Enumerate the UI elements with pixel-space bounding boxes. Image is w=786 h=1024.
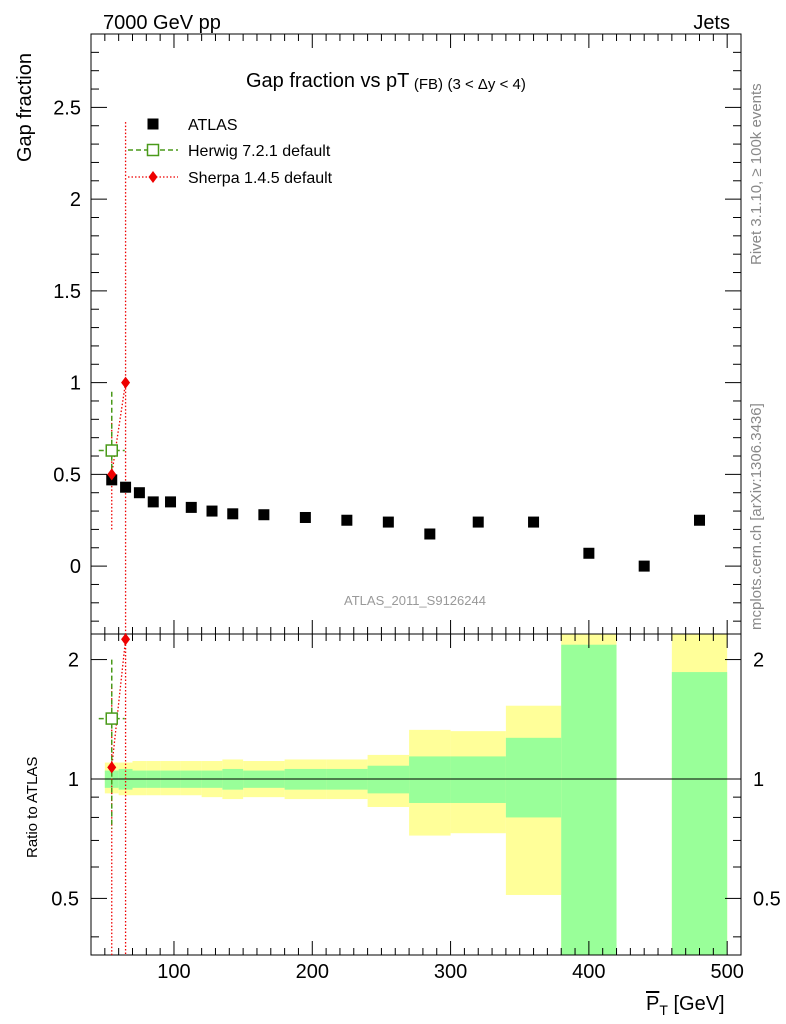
atlas-data-point xyxy=(424,528,436,540)
plot-title-main: Gap fraction vs pT xyxy=(246,70,409,92)
x-tick-label: 300 xyxy=(434,961,467,983)
atlas-data-point xyxy=(185,501,197,513)
ratio-sherpa-point xyxy=(121,633,131,646)
ratio-y-tick-label: 2 xyxy=(68,650,79,672)
atlas-data-point xyxy=(299,511,311,523)
atlas-data-point xyxy=(382,516,394,528)
sherpa-point xyxy=(121,376,131,389)
ratio-band-inner xyxy=(409,756,451,803)
atlas-data-point xyxy=(694,514,706,526)
main-y-tick-label: 1.5 xyxy=(53,281,81,303)
ratio-y-tick-label-right: 0.5 xyxy=(753,888,781,910)
ratio-sherpa-line xyxy=(111,639,127,768)
atlas-data-point xyxy=(341,514,353,526)
x-tick-label: 100 xyxy=(157,961,190,983)
ratio-y-tick-label: 0.5 xyxy=(51,888,79,910)
legend-herwig-marker xyxy=(146,143,160,157)
legend-label-sherpa: Sherpa 1.4.5 default xyxy=(188,170,333,187)
ratio-y-tick-label: 1 xyxy=(68,769,79,791)
legend-label-herwig: Herwig 7.2.1 default xyxy=(188,143,331,160)
sherpa-point xyxy=(107,468,117,481)
legend: ATLAS Herwig 7.2.1 default Sherpa 1.4.5 de… xyxy=(128,117,333,187)
axes-frames: 0 0.5 1 1.5 2 2.5 100 200 300 400 500 0.5 0.5 1 1 2 2 xyxy=(51,33,781,983)
ratio-band-inner xyxy=(367,765,410,794)
sherpa-line xyxy=(111,382,127,475)
legend-label-data: ATLAS xyxy=(188,117,238,134)
x-axis-label-sub: T xyxy=(659,1002,668,1018)
atlas-data-point xyxy=(528,516,540,528)
atlas-data-point xyxy=(206,505,218,517)
ratio-y-tick-label-right: 1 xyxy=(753,769,764,791)
atlas-data-point xyxy=(147,496,159,508)
ratio-band-inner xyxy=(505,737,562,818)
data-marks xyxy=(98,122,706,955)
ratio-y-tick-label-right: 2 xyxy=(753,650,764,672)
ratio-uncertainty-bands xyxy=(91,634,741,955)
ratio-band-inner xyxy=(671,672,728,955)
atlas-data-point xyxy=(472,516,484,528)
main-y-axis-label: Gap fraction xyxy=(14,53,36,162)
ratio-herwig-point xyxy=(105,712,118,725)
atlas-data-point xyxy=(165,496,177,508)
energy-label: 7000 GeV pp xyxy=(103,12,221,34)
x-axis-label-unit: [GeV] xyxy=(668,993,725,1015)
main-y-tick-label: 2.5 xyxy=(53,97,81,119)
plot-title-range: (3 < Δy < 4) xyxy=(447,76,525,93)
legend-atlas-marker xyxy=(147,118,159,130)
ratio-sherpa-point xyxy=(107,761,117,774)
main-y-tick-label: 0 xyxy=(70,556,81,578)
atlas-data-point xyxy=(583,547,595,559)
process-label: Jets xyxy=(693,12,730,34)
atlas-data-point xyxy=(133,487,145,499)
watermark: ATLAS_2011_S9126244 xyxy=(344,593,486,608)
x-tick-label: 200 xyxy=(296,961,329,983)
ratio-plot-frame xyxy=(90,633,742,956)
legend-sherpa-marker xyxy=(148,171,158,183)
ratio-band-inner xyxy=(450,756,506,803)
atlas-data-point xyxy=(258,509,270,521)
mcplots-label: mcplots.cern.ch [arXiv:1306.3436] xyxy=(748,403,765,630)
x-axis-label-symbol: P xyxy=(646,993,659,1015)
rivet-label: Rivet 3.1.10, ≥ 100k events xyxy=(748,83,765,265)
ratio-band-inner xyxy=(561,644,617,955)
x-tick-label: 500 xyxy=(710,961,743,983)
herwig-point xyxy=(105,444,118,457)
x-axis-label: PT [GeV] xyxy=(646,993,725,1018)
x-tick-label: 400 xyxy=(572,961,605,983)
plot-title: Gap fraction vs pT (FB) (3 < Δy < 4) xyxy=(246,70,526,93)
main-y-tick-label: 2 xyxy=(70,189,81,211)
atlas-data-point xyxy=(227,508,239,520)
atlas-data-point xyxy=(638,560,650,572)
main-y-tick-label: 1 xyxy=(70,373,81,395)
plot-title-sub: (FB) xyxy=(414,76,443,93)
main-y-tick-label: 0.5 xyxy=(53,464,81,486)
ratio-y-axis-label: Ratio to ATLAS xyxy=(24,757,41,858)
atlas-data-point xyxy=(120,481,132,493)
